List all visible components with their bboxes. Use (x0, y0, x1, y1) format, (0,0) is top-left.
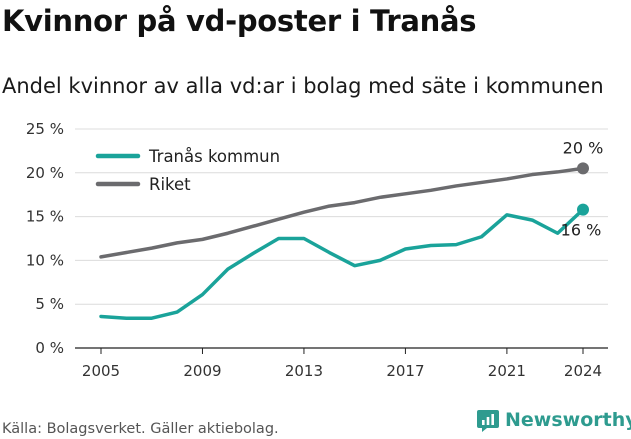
series-end-point (577, 162, 589, 175)
y-tick-label: 15 % (26, 208, 64, 226)
legend-label: Riket (149, 175, 191, 194)
newsworthy-icon (477, 410, 499, 432)
line-chart: 0 % 5 % 10 % 15 % 20 % 25 % 2005 2009 2013 2017 20… (26, 120, 608, 380)
x-tick-label: 2013 (285, 362, 323, 380)
series-end-label: 16 % (561, 221, 602, 240)
x-tick-label: 2021 (488, 362, 526, 380)
x-tick-label: 2009 (183, 362, 221, 380)
series-end-label: 20 % (563, 138, 604, 157)
y-tick-label: 20 % (26, 164, 64, 182)
series-end-point (577, 203, 589, 216)
series-line (99, 207, 585, 320)
chart-title: Kvinnor på vd-poster i Tranås (2, 4, 477, 38)
x-tick-label: 2024 (564, 362, 602, 380)
legend-label: Tranås kommun (148, 147, 280, 166)
x-tick-label: 2005 (82, 362, 120, 380)
chart-subtitle: Andel kvinnor av alla vd:ar i bolag med … (2, 74, 604, 98)
brand-logo: Newsworthy (477, 408, 631, 432)
y-tick-label: 0 % (35, 339, 64, 357)
y-tick-label: 10 % (26, 251, 64, 269)
x-tick-label: 2017 (386, 362, 424, 380)
source-note: Källa: Bolagsverket. Gäller aktiebolag. (2, 421, 279, 437)
series-line (99, 166, 585, 259)
y-tick-label: 25 % (26, 120, 64, 138)
y-tick-label: 5 % (35, 295, 64, 313)
brand-name: Newsworthy (505, 409, 631, 431)
